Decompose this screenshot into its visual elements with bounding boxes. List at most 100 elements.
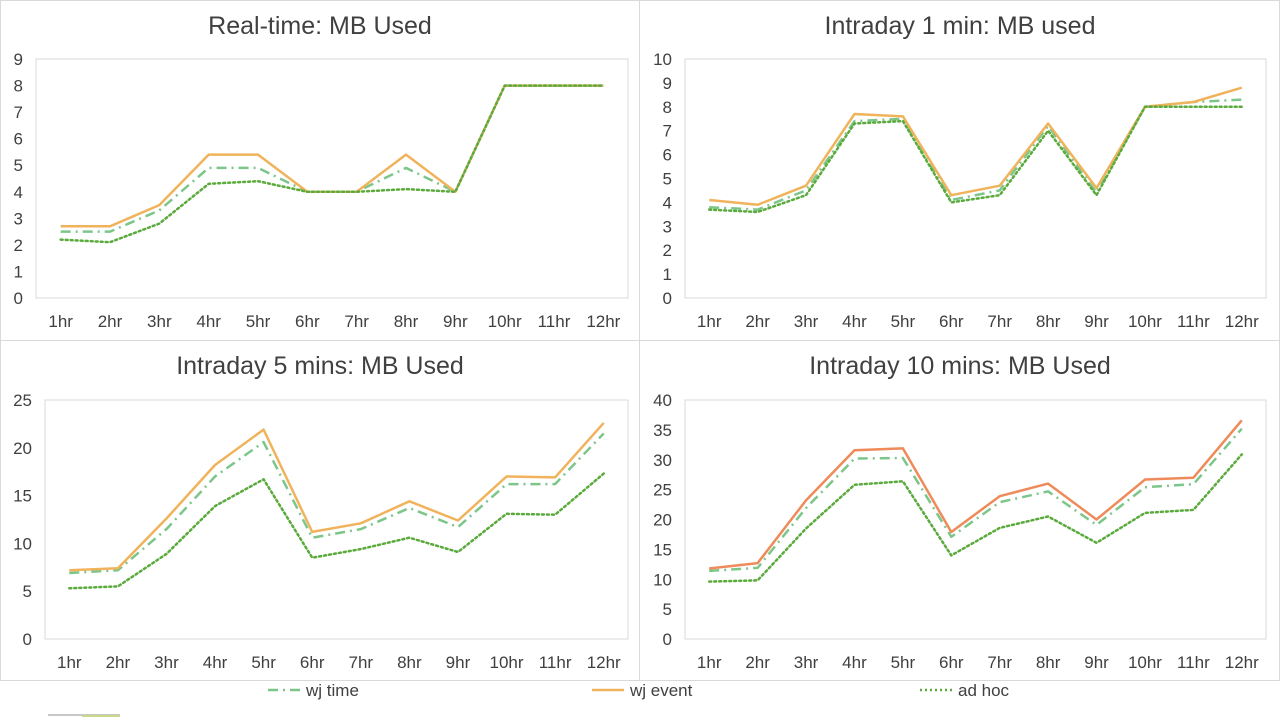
panel-frame-2 [639,0,1280,341]
x-tick-label: 9hr [1084,312,1109,331]
y-tick-label: 0 [14,289,23,308]
y-tick-label: 4 [14,183,23,202]
x-tick-label: 10hr [490,653,524,672]
y-tick-label: 6 [663,146,672,165]
x-tick-label: 4hr [196,312,221,331]
x-tick-label: 10hr [488,312,522,331]
x-tick-label: 9hr [1084,653,1109,672]
x-tick-label: 4hr [842,653,867,672]
x-tick-label: 6hr [939,312,964,331]
x-tick-label: 7hr [349,653,374,672]
x-tick-label: 2hr [745,653,770,672]
y-tick-label: 25 [13,391,32,410]
x-tick-label: 5hr [251,653,276,672]
y-tick-label: 0 [663,630,672,649]
series-line-wj-time [60,84,604,233]
x-tick-label: 8hr [394,312,419,331]
x-tick-label: 1hr [697,653,722,672]
y-tick-label: 9 [663,74,672,93]
panel-frame-3 [0,340,640,681]
chart-title-realtime: Real-time: MB Used [208,12,432,40]
x-tick-label: 8hr [397,653,422,672]
y-tick-label: 30 [653,451,672,470]
x-tick-label: 7hr [987,653,1012,672]
x-tick-label: 9hr [446,653,471,672]
y-tick-label: 20 [13,439,32,458]
x-tick-label: 11hr [539,653,572,672]
x-tick-label: 3hr [147,312,172,331]
y-tick-label: 9 [14,50,23,69]
x-tick-label: 2hr [98,312,123,331]
y-tick-label: 5 [23,582,32,601]
chart-panel-1: 0 1 2 3 4 5 6 7 8 9 1hr 2hr 3hr 4hr 5hr 6hr 7hr 8hr 9hr 10h… [14,50,629,331]
y-tick-label: 0 [663,289,672,308]
x-tick-label: 10hr [1128,312,1162,331]
x-tick-label: 1hr [57,653,82,672]
x-tick-label: 12hr [1225,653,1259,672]
plot-area [44,399,629,640]
series-line-wj-time [709,427,1243,573]
x-tick-label: 6hr [300,653,325,672]
x-tick-label: 11hr [538,312,571,331]
legend-label-ad-hoc: ad hoc [958,681,1010,700]
x-tick-label: 7hr [987,312,1012,331]
series-line-ad-hoc [707,105,1244,214]
y-tick-label: 5 [14,156,23,175]
series-line-ad-hoc [59,84,605,244]
chart-panel-2: 0 1 2 3 4 5 6 7 8 9 10 1hr 2hr 3hr 4hr 5hr 6hr 7hr 8hr 9hr 1… [653,50,1267,331]
x-tick-label: 1hr [697,312,722,331]
y-tick-label: 7 [663,122,672,141]
x-tick-label: 11hr [1177,312,1210,331]
y-tick-label: 0 [23,630,32,649]
x-tick-label: 7hr [344,312,369,331]
y-tick-label: 5 [663,600,672,619]
plot-area [684,58,1267,299]
x-tick-label: 3hr [794,312,819,331]
y-tick-label: 25 [653,481,672,500]
x-tick-label: 5hr [891,312,916,331]
x-tick-label: 12hr [1225,312,1259,331]
y-tick-label: 10 [13,534,32,553]
y-tick-label: 10 [653,570,672,589]
y-tick-label: 3 [663,217,672,236]
x-tick-label: 4hr [842,312,867,331]
x-tick-label: 10hr [1128,653,1162,672]
y-tick-label: 15 [13,487,32,506]
y-tick-label: 7 [14,103,23,122]
x-tick-label: 9hr [443,312,468,331]
plot-area [684,399,1267,640]
series-line-ad-hoc [68,472,605,590]
x-tick-label: 5hr [246,312,271,331]
x-tick-label: 2hr [745,312,770,331]
x-tick-label: 3hr [794,653,819,672]
series-line-ad-hoc [707,453,1244,583]
x-tick-label: 12hr [586,312,620,331]
y-tick-label: 10 [653,50,672,69]
y-tick-label: 8 [663,98,672,117]
chart-panel-4: 0 5 10 15 20 25 30 35 40 1hr 2hr 3hr 4hr 5hr 6hr 7hr 8hr… [653,391,1267,672]
x-tick-label: 8hr [1036,312,1061,331]
series-line-wj-event [69,422,605,572]
y-tick-label: 40 [653,391,672,410]
x-tick-label: 3hr [154,653,179,672]
y-tick-label: 20 [653,511,672,530]
y-tick-label: 35 [653,421,672,440]
y-tick-label: 1 [663,265,672,284]
y-tick-label: 6 [14,130,23,149]
legend-label-wj-time: wj time [305,681,359,700]
y-tick-label: 5 [663,170,672,189]
x-tick-label: 11hr [1177,653,1210,672]
series-line-wj-event [709,86,1243,207]
panel-frame-1 [0,0,640,341]
x-tick-label: 8hr [1036,653,1061,672]
x-tick-label: 2hr [106,653,131,672]
y-tick-label: 1 [14,262,23,281]
x-tick-label: 4hr [203,653,228,672]
series-line-wj-event [60,84,604,228]
y-tick-label: 2 [14,236,23,255]
x-tick-label: 1hr [48,312,73,331]
chart-title-intraday-1min: Intraday 1 min: MB used [825,12,1096,40]
y-tick-label: 8 [14,77,23,96]
y-tick-label: 3 [14,209,23,228]
plot-area [35,58,629,299]
